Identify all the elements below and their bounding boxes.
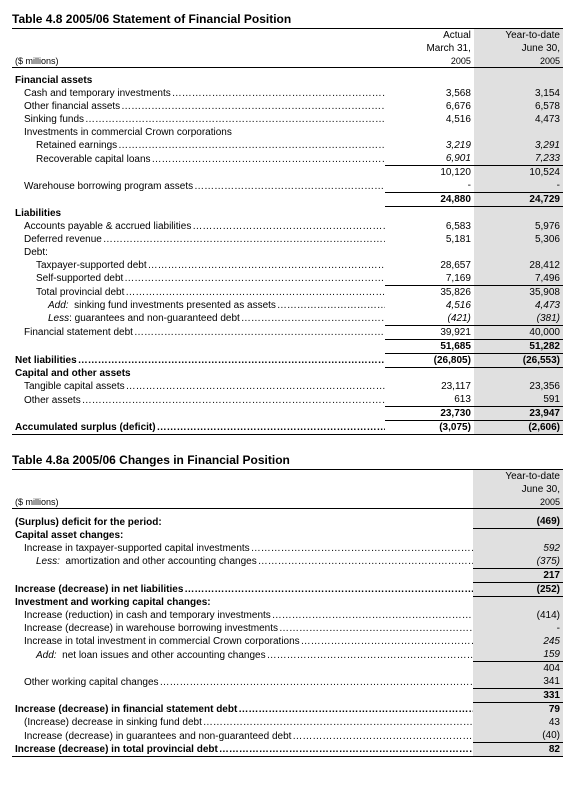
row-sink: Sinking funds	[12, 113, 385, 126]
liab-total-v1: 51,685	[385, 339, 474, 353]
t2-unit-label: ($ millions)	[12, 496, 473, 509]
row-tpd: Total provincial debt	[12, 285, 385, 299]
row-ssd: Self-supported debt	[12, 272, 385, 286]
iwcc-header: Investment and working capital changes:	[12, 596, 473, 609]
cac-sub-v: 217	[473, 568, 563, 582]
col2-hdr-mid: June 30,	[474, 42, 563, 55]
col2-hdr-top: Year-to-date	[474, 29, 563, 43]
row-oa: Other assets	[12, 393, 385, 407]
row-idnl: Increase (decrease) in net liabilities	[12, 582, 473, 596]
row-wbpa: Warehouse borrowing program assets	[12, 179, 385, 193]
row-less-g: Less: guarantees and non-guaranteed debt	[12, 312, 385, 326]
row-ap: Accounts payable & accrued liabilities	[12, 220, 385, 233]
row-add-nli: Add: net loan issues and other accountin…	[12, 648, 473, 662]
row-less-amort: Less: amortization and other accounting …	[12, 555, 473, 569]
table1: Actual Year-to-date March 31, June 30, (…	[12, 28, 563, 435]
row-tca: Tangible capital assets	[12, 380, 385, 393]
row-add-sf: Add: sinking fund investments presented …	[12, 299, 385, 312]
row-netliab: Net liabilities	[12, 353, 385, 367]
icc-sub-v1: 10,120	[385, 166, 474, 180]
unit-label: ($ millions)	[12, 55, 385, 68]
t2-col-hdr-mid: June 30,	[473, 483, 563, 496]
col1-hdr-top: Actual	[385, 29, 474, 43]
coa-total-v1: 23,730	[385, 407, 474, 421]
table2-title: Table 4.8a 2005/06 Changes in Financial …	[12, 453, 563, 467]
row-rcl: Recoverable capital loans	[12, 152, 385, 166]
row-itci: Increase in taxpayer-supported capital i…	[12, 542, 473, 555]
row-dr: Deferred revenue	[12, 233, 385, 246]
table1-title: Table 4.8 2005/06 Statement of Financial…	[12, 12, 563, 26]
iwcc-sub1-v: 404	[473, 662, 563, 676]
row-asd: Accumulated surplus (deficit)	[12, 421, 385, 435]
col2-hdr-bot: 2005	[474, 55, 563, 68]
row-ir-cti: Increase (reduction) in cash and tempora…	[12, 609, 473, 622]
row-idfsd: Increase (decrease) in financial stateme…	[12, 703, 473, 717]
row-debt: Debt:	[12, 246, 385, 259]
row-ofa: Other financial assets	[12, 100, 385, 113]
row-sdp: (Surplus) deficit for the period:	[12, 515, 473, 529]
table2: Year-to-date June 30, ($ millions)2005 (…	[12, 469, 563, 757]
row-cash: Cash and temporary investments	[12, 87, 385, 100]
row-tsd: Taxpayer-supported debt	[12, 259, 385, 272]
liab-header: Liabilities	[12, 207, 385, 220]
row-idtpd: Increase (decrease) in total provincial …	[12, 743, 473, 757]
col1-hdr-bot: 2005	[385, 55, 474, 68]
coa-header: Capital and other assets	[12, 367, 385, 380]
row-owcc: Other working capital changes	[12, 675, 473, 689]
t2-col-hdr-top: Year-to-date	[473, 470, 563, 484]
fa-total-v1: 24,880	[385, 193, 474, 207]
cac-header: Capital asset changes:	[12, 529, 473, 542]
iwcc-sub2-v: 331	[473, 689, 563, 703]
row-fsd: Financial statement debt	[12, 325, 385, 339]
row-id-sfd: (Increase) decrease in sinking fund debt	[12, 716, 473, 729]
row-icc: Investments in commercial Crown corporat…	[12, 126, 385, 139]
row-id-gngd: Increase (decrease) in guarantees and no…	[12, 729, 473, 743]
fa-header: Financial assets	[12, 74, 385, 87]
row-id-wbi: Increase (decrease) in warehouse borrowi…	[12, 622, 473, 635]
row-re: Retained earnings	[12, 139, 385, 152]
col1-hdr-mid: March 31,	[385, 42, 474, 55]
row-iti-ccc: Increase in total investment in commerci…	[12, 635, 473, 648]
